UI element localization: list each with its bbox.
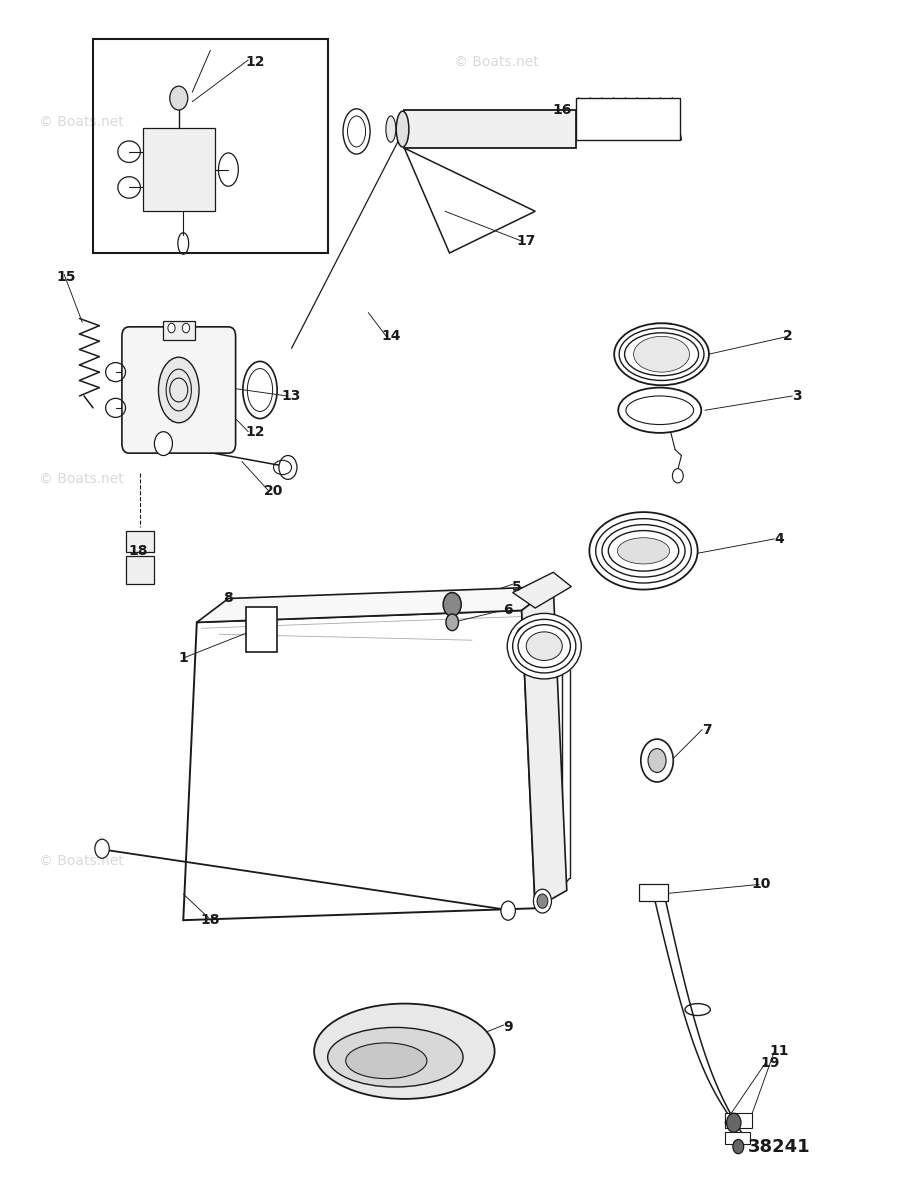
Bar — [725, 1132, 750, 1144]
Bar — [639, 885, 668, 901]
Text: 4: 4 — [774, 531, 784, 546]
Bar — [93, 38, 328, 253]
Ellipse shape — [343, 109, 370, 154]
Circle shape — [537, 894, 548, 909]
Bar — [143, 128, 215, 212]
Polygon shape — [513, 572, 571, 608]
Ellipse shape — [614, 323, 709, 385]
Circle shape — [533, 889, 551, 913]
Text: 38241: 38241 — [747, 1137, 810, 1155]
Text: 14: 14 — [381, 329, 400, 344]
Circle shape — [673, 469, 683, 482]
Text: 12: 12 — [246, 55, 265, 69]
Bar — [246, 607, 277, 652]
Text: 3: 3 — [792, 389, 802, 403]
Circle shape — [183, 323, 190, 333]
Circle shape — [726, 1113, 741, 1132]
Text: 10: 10 — [751, 877, 771, 892]
Circle shape — [170, 86, 188, 110]
Ellipse shape — [589, 512, 697, 590]
Ellipse shape — [508, 613, 581, 679]
Ellipse shape — [159, 357, 199, 423]
Text: © Boats.net: © Boats.net — [39, 853, 123, 868]
Ellipse shape — [518, 625, 570, 668]
Circle shape — [446, 614, 459, 631]
Ellipse shape — [396, 111, 409, 147]
Text: 18: 18 — [128, 543, 148, 558]
Polygon shape — [197, 587, 553, 622]
Circle shape — [443, 593, 461, 616]
Text: 6: 6 — [503, 603, 513, 618]
Text: © Boats.net: © Boats.net — [39, 473, 123, 486]
Circle shape — [733, 1140, 744, 1154]
Bar — [404, 110, 576, 148]
Bar — [125, 530, 154, 552]
Text: 19: 19 — [760, 1056, 780, 1070]
Bar — [725, 1113, 752, 1128]
Circle shape — [279, 456, 297, 479]
Polygon shape — [183, 610, 535, 920]
Bar — [125, 555, 154, 584]
Text: 2: 2 — [783, 329, 793, 344]
Text: 16: 16 — [553, 103, 572, 117]
Ellipse shape — [314, 1003, 495, 1099]
Ellipse shape — [328, 1027, 463, 1087]
Ellipse shape — [618, 388, 701, 433]
FancyBboxPatch shape — [122, 327, 235, 454]
Text: 12: 12 — [246, 425, 265, 438]
Text: 11: 11 — [769, 1044, 789, 1058]
Text: 17: 17 — [517, 235, 536, 248]
Ellipse shape — [527, 632, 562, 661]
Text: 1: 1 — [178, 651, 188, 666]
Text: 8: 8 — [223, 591, 233, 606]
Circle shape — [648, 748, 666, 772]
Ellipse shape — [386, 116, 396, 142]
Circle shape — [501, 901, 516, 920]
Circle shape — [154, 432, 173, 456]
Ellipse shape — [608, 530, 678, 571]
Text: 9: 9 — [503, 1020, 513, 1034]
Ellipse shape — [596, 518, 691, 583]
Bar — [576, 98, 679, 140]
Text: 5: 5 — [512, 579, 522, 594]
Text: 13: 13 — [281, 389, 301, 403]
Ellipse shape — [517, 626, 536, 648]
Text: 7: 7 — [702, 723, 712, 736]
Text: 18: 18 — [201, 913, 220, 928]
Circle shape — [168, 323, 175, 333]
Text: 20: 20 — [264, 485, 283, 498]
Ellipse shape — [619, 328, 704, 381]
Ellipse shape — [602, 524, 685, 577]
Ellipse shape — [625, 333, 698, 376]
Ellipse shape — [634, 336, 689, 372]
Ellipse shape — [513, 619, 576, 673]
Polygon shape — [522, 587, 567, 909]
Bar — [163, 321, 195, 340]
Text: 15: 15 — [56, 269, 75, 284]
Circle shape — [94, 839, 109, 858]
Ellipse shape — [346, 1043, 427, 1078]
Text: © Boats.net: © Boats.net — [39, 115, 123, 129]
Ellipse shape — [617, 537, 670, 564]
Text: © Boats.net: © Boats.net — [454, 55, 538, 69]
Circle shape — [641, 739, 674, 782]
